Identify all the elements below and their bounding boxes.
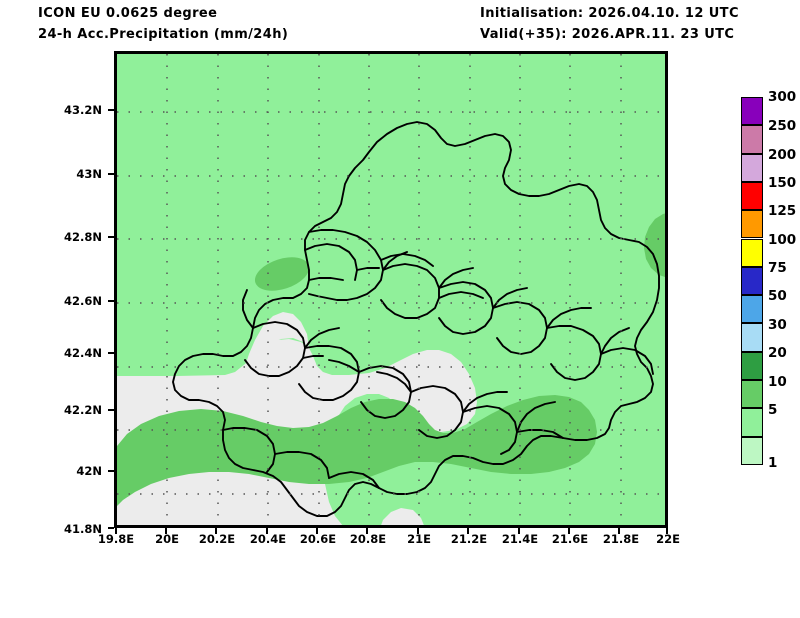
x-tick-mark [666, 528, 668, 534]
x-tick-mark [316, 528, 318, 534]
y-tick-label: 42N [76, 464, 102, 478]
x-tick-mark [266, 528, 268, 534]
colorbar-band-75-100 [741, 238, 763, 267]
colorbar-label-30: 30 [768, 317, 787, 333]
x-tick-label: 20E [155, 532, 179, 546]
x-tick-mark [618, 528, 620, 534]
x-tick-mark [467, 528, 469, 534]
colorbar-band-125-150 [741, 181, 763, 211]
colorbar-label-300: 300 [768, 89, 797, 105]
x-tick-mark [115, 528, 117, 534]
precipitation-field [117, 54, 665, 525]
y-tick-label: 43N [76, 167, 102, 181]
y-tick-mark [108, 470, 114, 472]
y-tick-mark [108, 300, 114, 302]
x-tick-mark [568, 528, 570, 534]
x-tick-label: 21.4E [501, 532, 539, 546]
colorbar-label-5: 5 [768, 402, 778, 418]
colorbar-label-200: 200 [768, 147, 797, 163]
colorbar-label-125: 125 [768, 203, 797, 219]
initialisation-label: Initialisation: 2026.04.10. 12 UTC [480, 6, 739, 21]
colorbar-band-10-20 [741, 351, 763, 380]
valid-time-label: Valid(+35): 2026.APR.11. 23 UTC [480, 27, 735, 42]
colorbar-bands [741, 97, 763, 465]
colorbar-band-30-50 [741, 295, 763, 324]
x-tick-label: 21.6E [551, 532, 589, 546]
model-name-label: ICON EU 0.0625 degree [38, 6, 218, 21]
map-canvas [117, 54, 665, 525]
y-tick-mark [108, 409, 114, 411]
colorbar-band-200-250 [741, 125, 763, 154]
colorbar-label-100: 100 [768, 232, 797, 248]
y-tick-mark [108, 352, 114, 354]
colorbar-label-20: 20 [768, 345, 787, 361]
map-plot-area [114, 51, 668, 528]
colorbar-band-5-10 [741, 380, 763, 409]
x-tick-label: 21.8E [602, 532, 640, 546]
x-tick-label: 20.4E [249, 532, 287, 546]
x-tick-label: 21.2E [450, 532, 488, 546]
colorbar-label-10: 10 [768, 374, 787, 390]
colorbar-band-150-200 [741, 153, 763, 182]
x-tick-label: 20.6E [299, 532, 337, 546]
y-tick-mark [108, 236, 114, 238]
colorbar-band-50-75 [741, 266, 763, 296]
y-tick-mark [108, 109, 114, 111]
x-tick-label: 19.8E [97, 532, 135, 546]
colorbar-label-75: 75 [768, 260, 787, 276]
x-tick-label: 21E [407, 532, 431, 546]
band-5-10mm [117, 213, 665, 506]
x-tick-mark [215, 528, 217, 534]
x-tick-mark [518, 528, 520, 534]
colorbar-band-1-5 [741, 408, 763, 437]
y-tick-label: 41.8N [64, 522, 102, 536]
map-gridlines [117, 54, 665, 525]
colorbar-band-250-300 [741, 97, 763, 126]
x-tick-mark [417, 528, 419, 534]
x-tick-mark [366, 528, 368, 534]
x-tick-label: 22E [656, 532, 680, 546]
y-tick-label: 42.4N [64, 346, 102, 360]
colorbar-label-250: 250 [768, 118, 797, 134]
colorbar-band-20-30 [741, 323, 763, 352]
colorbar-band-1 [741, 436, 763, 465]
administrative-borders [172, 121, 660, 517]
colorbar-label-1: 1 [768, 455, 778, 471]
y-tick-label: 42.6N [64, 294, 102, 308]
x-tick-label: 20.2E [198, 532, 236, 546]
y-tick-label: 42.2N [64, 403, 102, 417]
y-tick-label: 42.8N [64, 230, 102, 244]
field-name-label: 24-h Acc.Precipitation (mm/24h) [38, 27, 289, 42]
colorbar-label-50: 50 [768, 288, 787, 304]
x-tick-label: 20.8E [349, 532, 387, 546]
y-tick-label: 43.2N [64, 103, 102, 117]
y-tick-mark [108, 173, 114, 175]
colorbar-band-100-125 [741, 210, 763, 239]
y-tick-mark [108, 527, 114, 529]
x-tick-mark [165, 528, 167, 534]
colorbar-label-150: 150 [768, 175, 797, 191]
